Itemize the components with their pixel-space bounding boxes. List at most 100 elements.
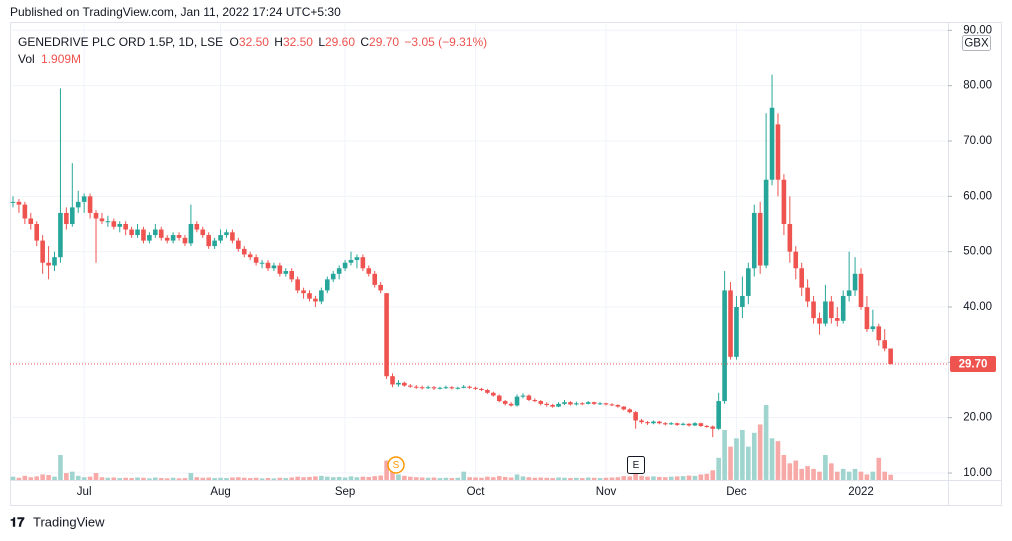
candle-body [455,387,461,389]
candle-body [295,279,300,291]
volume-bar [212,478,217,480]
published-note: Published on TradingView.com, Jan 11, 20… [10,5,341,19]
candle-body [301,290,306,294]
candle-body [46,262,51,266]
volume-bar [129,478,134,480]
volume-bar [87,476,93,480]
candle-body [609,404,615,406]
candle-body [419,387,425,389]
volume-bar [621,476,627,480]
symbol: GENEDRIVE PLC ORD 1.5P, 1D, LSE [18,35,223,49]
candle-body [615,404,621,407]
event-marker[interactable] [627,456,645,474]
volume-bar [224,478,229,480]
candle-body [164,237,170,241]
volume-bar [206,477,211,480]
volume-bar [153,477,158,480]
open-value: 32.50 [239,35,269,49]
event-marker[interactable] [387,456,405,474]
candle-body [485,390,490,393]
close-value: 29.70 [369,35,399,49]
event-e[interactable]: E [627,456,645,474]
volume-bar [775,441,781,480]
volume-bar [425,477,431,480]
currency: GBX [964,38,989,50]
change-percent: (−9.31%) [438,35,487,49]
candle-body [479,388,484,391]
candle-body [882,340,888,349]
candle-body [16,201,22,205]
candle-body [354,257,360,260]
candle-body [52,257,57,266]
volume-bar [811,468,816,480]
volume-bar [858,471,864,480]
candle-body [366,268,372,274]
volume-bar [170,477,176,480]
volume-bar [52,476,57,480]
ohlc-letter: H [274,35,283,49]
volume-bar [319,475,324,480]
volume-bar [289,477,295,480]
y-tick-label: 20.00 [963,412,992,424]
volume-bar [135,477,140,480]
candle-body [81,196,87,202]
event-s[interactable]: S [387,456,405,474]
volume-bar [437,478,443,480]
volume-bar [384,460,389,480]
volume-bar [431,477,437,480]
volume-bar [277,477,283,480]
candle-body [449,387,455,389]
candle-body [259,262,265,264]
volume-bar [870,471,876,480]
legend-ohlc: GENEDRIVE PLC ORD 1.5P, 1D, LSE O32.50 H… [18,35,487,49]
candle-body [117,223,123,227]
currency-box [962,35,991,51]
candle-body [87,196,93,213]
volume-bar [390,468,395,480]
volume-bar [40,474,45,480]
event-label[interactable]: S [393,460,400,471]
candle-body [793,251,799,269]
volume-bar [740,430,745,480]
volume-bar [378,475,383,480]
volume-bar [680,476,686,480]
volume-bar [342,477,348,480]
volume-bar [562,477,567,480]
volume-bar [336,476,342,480]
grid [10,22,948,480]
volume-bar [443,477,449,480]
candle-body [10,201,16,203]
volume-bar [16,477,22,480]
candle-body [787,223,793,252]
volume-bar [514,474,520,480]
footer-logo[interactable]: 𝟏𝟕 TradingView [10,514,105,529]
volume-bar [781,455,787,480]
volume-bar [141,477,146,480]
chart-frame [10,22,1002,506]
footer-brand[interactable]: TradingView [33,514,105,529]
volume-bar [603,477,609,480]
candle-body [603,403,609,405]
candle-body [740,295,745,308]
candle-body [502,401,508,404]
volume-bar [473,477,478,480]
volume-bar [532,477,538,480]
candle-body [360,257,366,269]
candle-body [58,212,63,258]
volume-bar [757,424,763,480]
ohlc-letter: O [230,35,239,49]
volume-bar [194,477,200,480]
volume-bar [241,477,247,480]
volume-bar [283,478,289,480]
axis-layer: 10.0020.0030.0040.0050.0060.0070.0080.00… [10,24,996,498]
x-tick-label: 2022 [848,486,874,498]
logo-icon[interactable]: 𝟏𝟕 [10,514,25,529]
volume-bar [852,468,858,480]
volume-bar [158,478,164,480]
volume-bar [419,477,425,480]
volume-bar [639,475,644,480]
event-label[interactable]: E [633,460,640,471]
volume-bar [485,476,490,480]
candle-body [840,295,846,321]
